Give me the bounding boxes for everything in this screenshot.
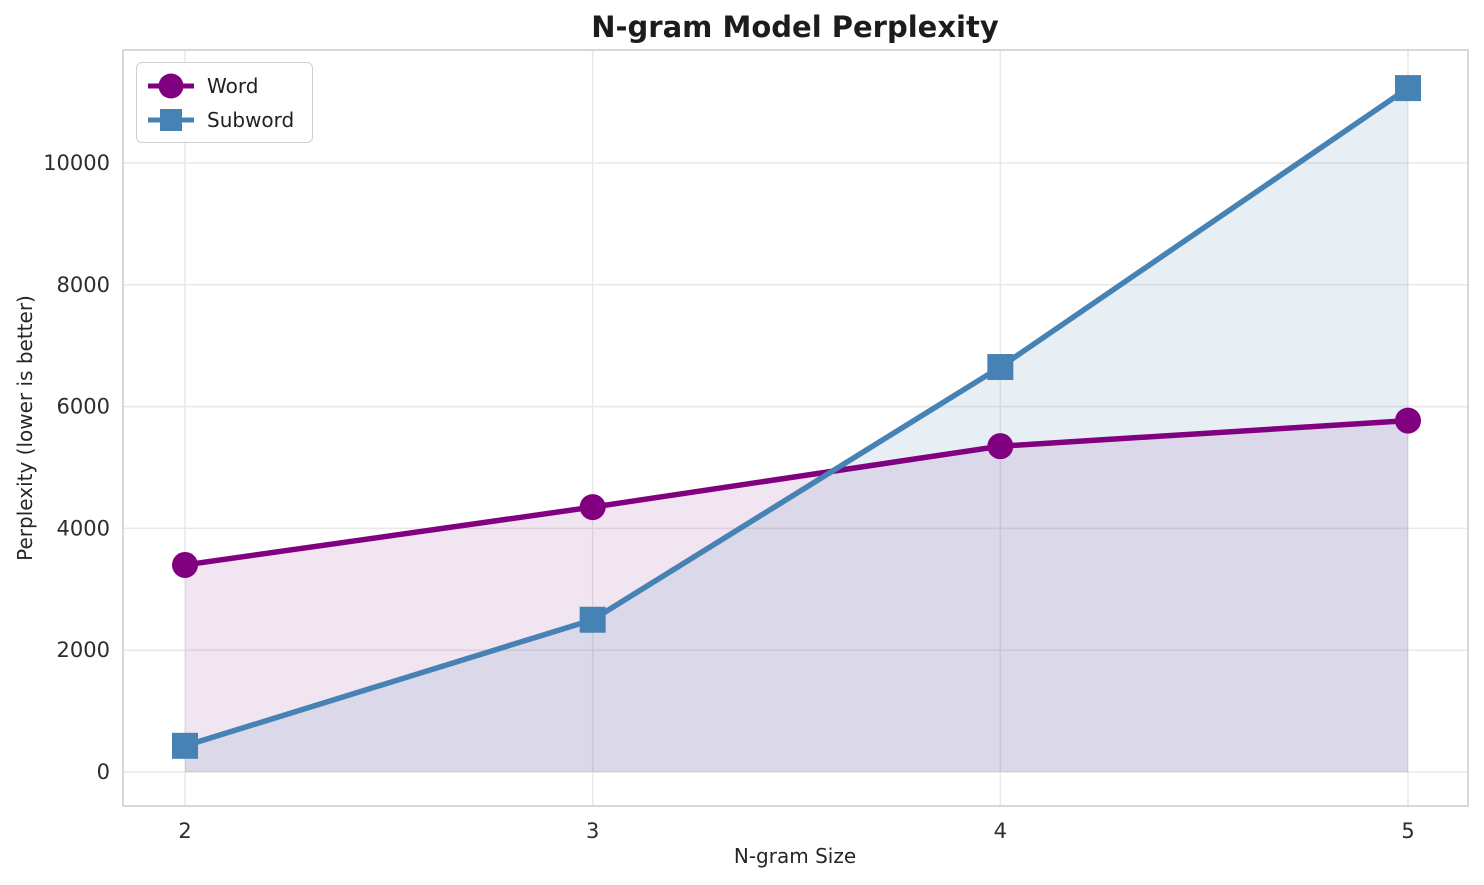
y-axis-label: Perplexity (lower is better) [13,295,37,561]
word-data-point [579,494,606,521]
circle-marker-icon [158,73,184,98]
series-line-layer [172,75,1421,759]
word-data-point [172,551,198,578]
grid-layer [123,50,1468,806]
x-tick-label: 3 [586,819,599,843]
y-tick-label: 4000 [57,516,110,540]
subword-data-point [172,732,198,759]
subword-line-square-marker-icon [148,106,194,133]
subword-data-point [987,354,1014,381]
y-tick-label: 6000 [57,395,110,419]
chart-title: N-gram Model Perplexity [591,10,999,44]
legend-item-word: Word [148,72,294,99]
tick-label-layer: 0 2000 4000 6000 8000 10000 2 3 4 5 [43,151,1415,843]
x-tick-label: 2 [178,819,191,843]
word-data-point [1395,407,1421,434]
x-axis-label: N-gram Size [733,844,857,868]
y-tick-label: 0 [97,760,110,784]
square-marker-icon [160,108,182,131]
word-series-line [184,417,1409,568]
plot-border [122,49,1469,807]
legend-item-subword: Subword [148,106,294,133]
subword-data-point [1395,75,1421,102]
legend-label: Word [207,73,259,98]
subword-data-point [579,606,606,633]
y-tick-label: 2000 [57,638,110,662]
area-fill-layer [185,88,1408,772]
y-tick-label: 8000 [57,273,110,297]
word-area-fill [185,420,1408,772]
subword-area-fill [185,88,1408,772]
x-tick-label: 5 [1401,819,1414,843]
x-tick-label: 4 [994,819,1007,843]
legend: Word Subword [136,62,314,143]
word-data-point [987,433,1014,460]
word-line-circle-marker-icon [148,72,194,99]
y-tick-label: 10000 [43,151,110,175]
subword-series-line [184,85,1410,749]
legend-label: Subword [207,107,295,132]
